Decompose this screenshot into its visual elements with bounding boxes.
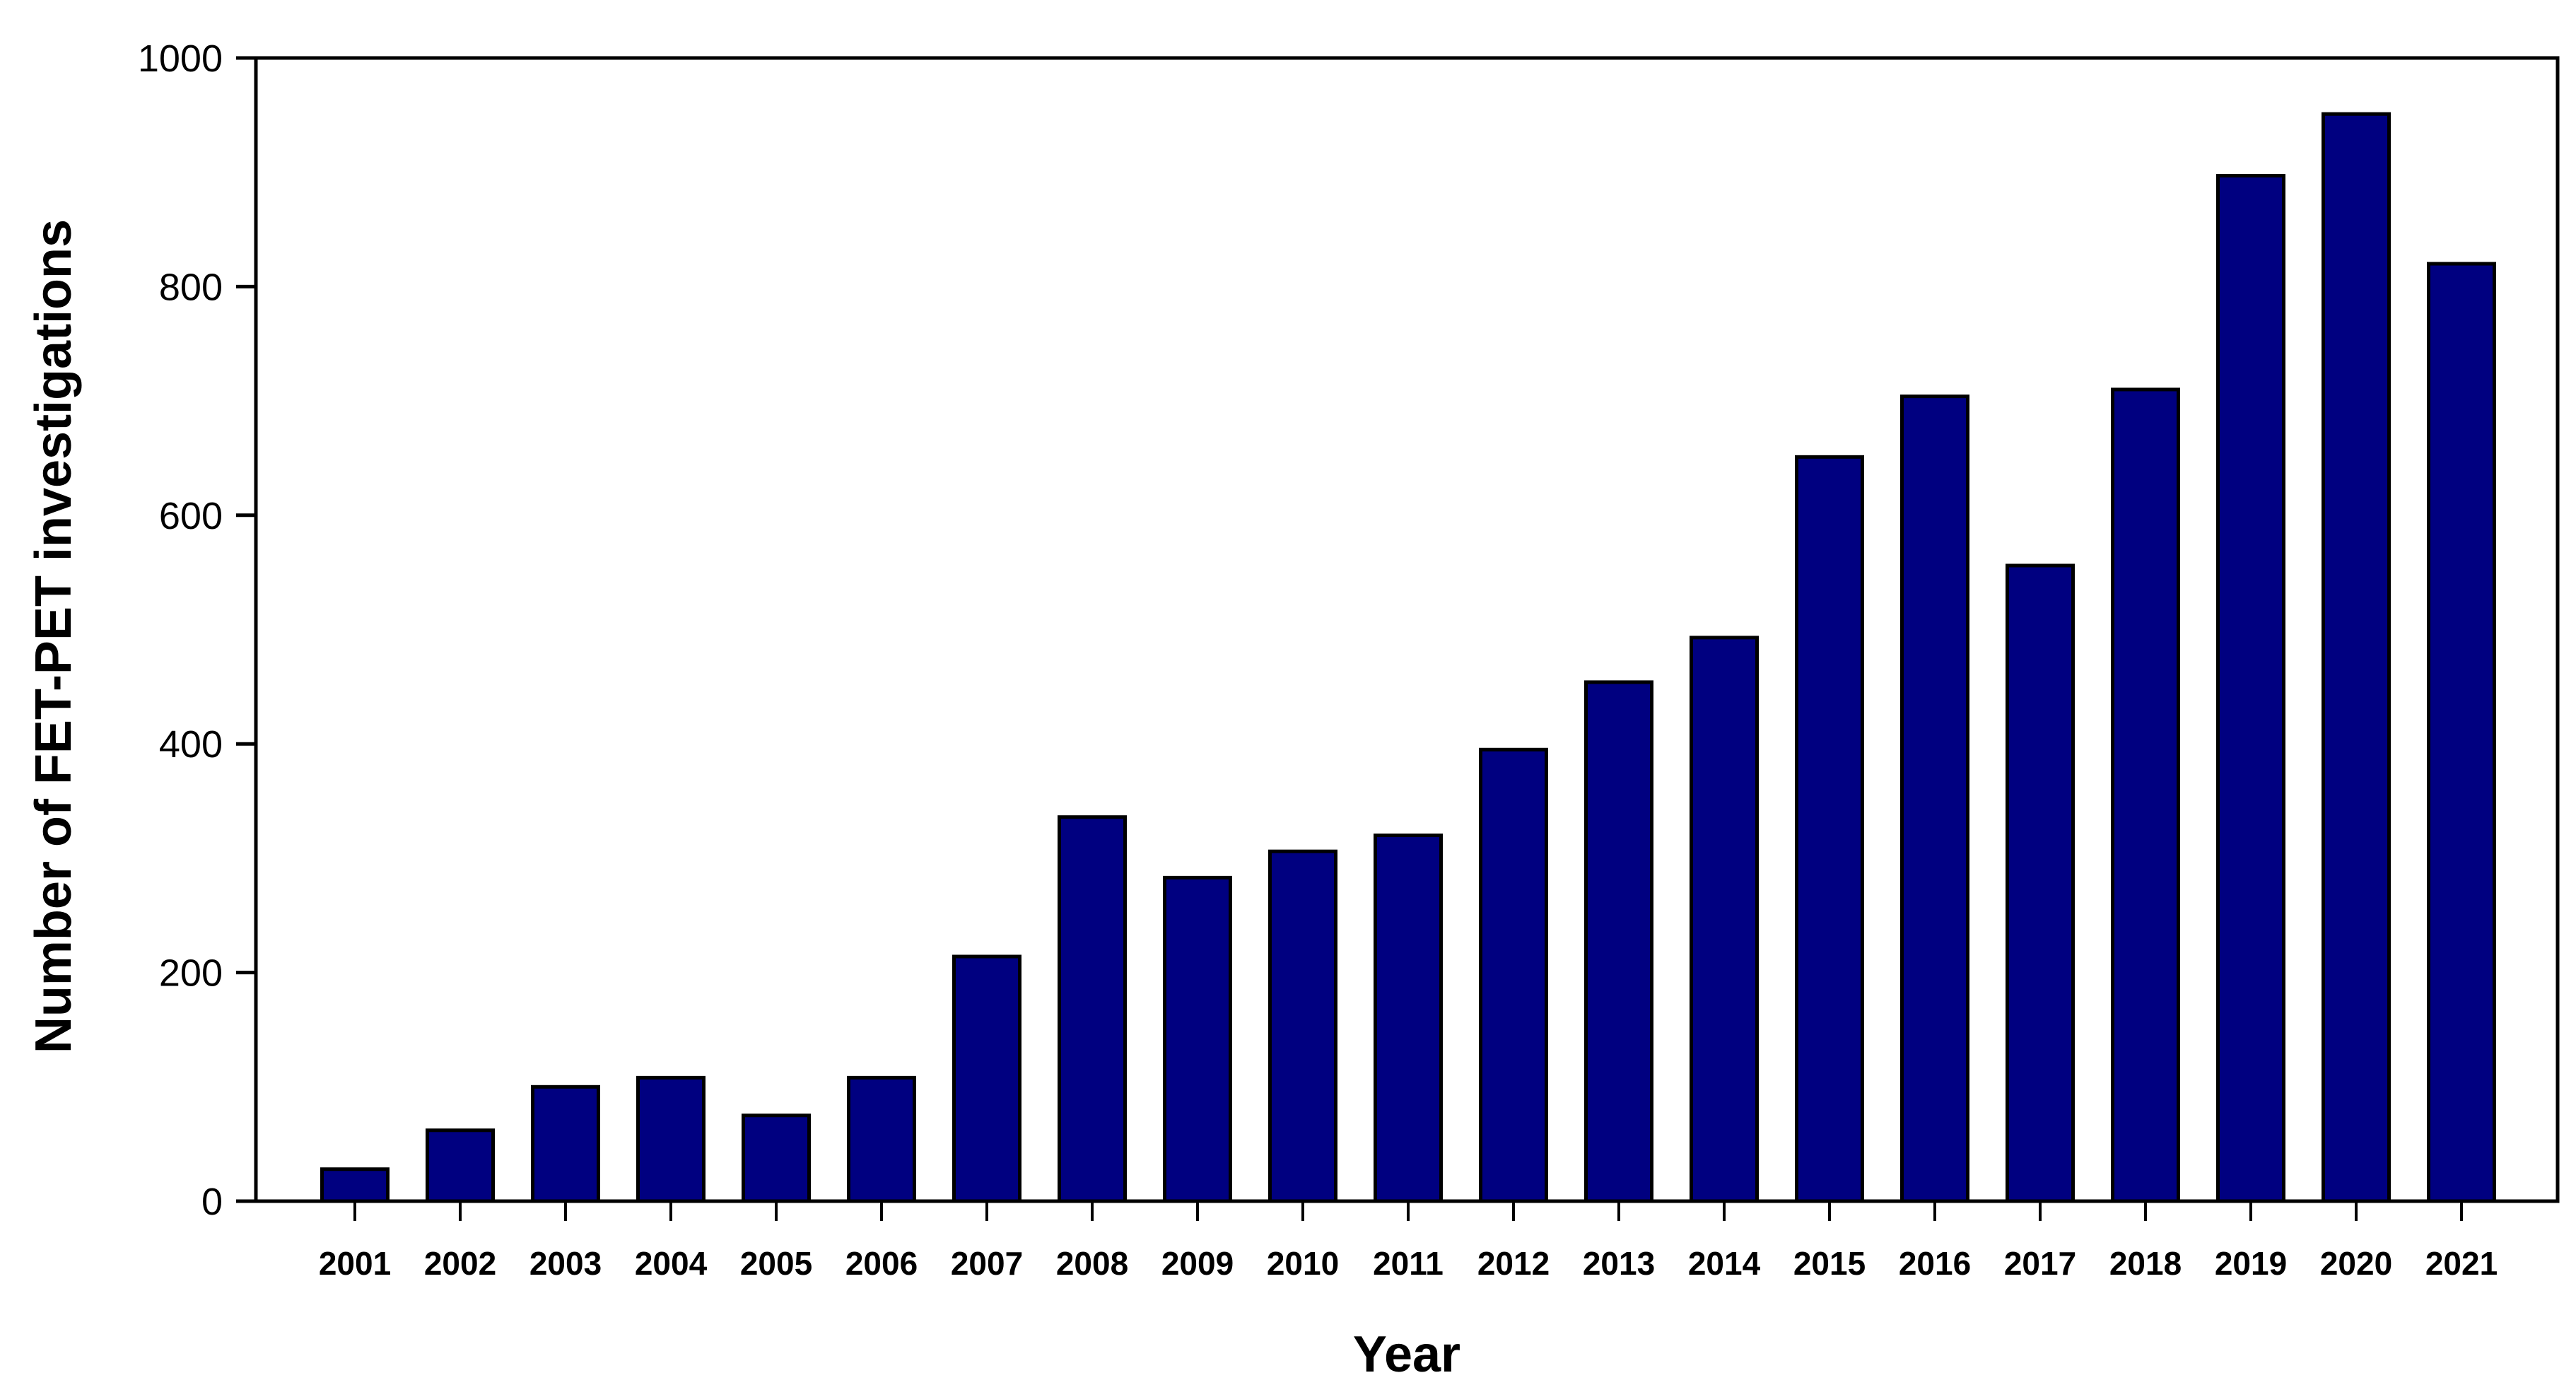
- x-tick-label: 2009: [1161, 1245, 1234, 1282]
- bars-group: [320, 112, 2496, 1203]
- y-tick-label: 400: [159, 723, 223, 766]
- y-tick-label: 600: [159, 495, 223, 537]
- bar-2021: [2427, 262, 2496, 1203]
- x-tick-label: 2014: [1688, 1245, 1761, 1282]
- bar-2008: [1058, 815, 1127, 1203]
- x-tick-label: 2013: [1583, 1245, 1655, 1282]
- bar-2017: [2006, 563, 2075, 1203]
- x-tick-label: 2017: [2004, 1245, 2076, 1282]
- x-tick-label: 2012: [1477, 1245, 1550, 1282]
- y-tick-label: 200: [159, 952, 223, 995]
- bar-2001: [320, 1167, 390, 1203]
- bar-2010: [1268, 849, 1337, 1203]
- bar-2006: [847, 1075, 916, 1203]
- x-tick-label: 2015: [1793, 1245, 1866, 1282]
- bar-2015: [1795, 455, 1864, 1203]
- x-tick-label: 2010: [1267, 1245, 1339, 1282]
- x-tick-label: 2018: [2109, 1245, 2182, 1282]
- x-tick-label: 2004: [635, 1245, 708, 1282]
- y-tick-label: 0: [201, 1181, 223, 1223]
- bar-2009: [1163, 875, 1232, 1203]
- y-axis-title: Number of FET-PET investigations: [25, 219, 82, 1053]
- bar-2005: [742, 1113, 811, 1203]
- x-tick-label: 2021: [2425, 1245, 2498, 1282]
- y-tick-label: 800: [159, 266, 223, 308]
- x-tick-label: 2002: [424, 1245, 496, 1282]
- bar-2004: [636, 1075, 706, 1203]
- bar-2016: [1900, 394, 1969, 1203]
- bar-2012: [1479, 747, 1548, 1203]
- bar-2002: [426, 1128, 495, 1203]
- x-tick-label: 2008: [1056, 1245, 1128, 1282]
- bar-2011: [1374, 834, 1443, 1203]
- bar-2018: [2111, 387, 2180, 1203]
- x-tick-label: 2001: [319, 1245, 391, 1282]
- x-tick-label: 2019: [2215, 1245, 2287, 1282]
- x-tick-label: 2006: [845, 1245, 918, 1282]
- bar-2003: [531, 1085, 600, 1203]
- y-axis: 0 200 400 600 800 1000: [138, 37, 256, 1223]
- bar-2013: [1584, 680, 1653, 1203]
- x-tick-label: 2003: [529, 1245, 602, 1282]
- x-axis-title: Year: [1353, 1326, 1460, 1383]
- y-tick-label: 1000: [138, 37, 223, 80]
- x-tick-label: 2011: [1373, 1245, 1444, 1282]
- x-tick-label: 2020: [2320, 1245, 2392, 1282]
- x-tick-label: 2005: [740, 1245, 812, 1282]
- bar-2007: [952, 954, 1021, 1203]
- bar-2019: [2216, 174, 2285, 1203]
- x-tick-label: 2007: [951, 1245, 1023, 1282]
- x-tick-label: 2016: [1899, 1245, 1971, 1282]
- x-axis: 2001 2002 2003 2004 2005 2006 2007 2008 2009 2010…: [319, 1201, 2498, 1282]
- bar-2014: [1690, 636, 1759, 1203]
- bar-2020: [2322, 112, 2391, 1203]
